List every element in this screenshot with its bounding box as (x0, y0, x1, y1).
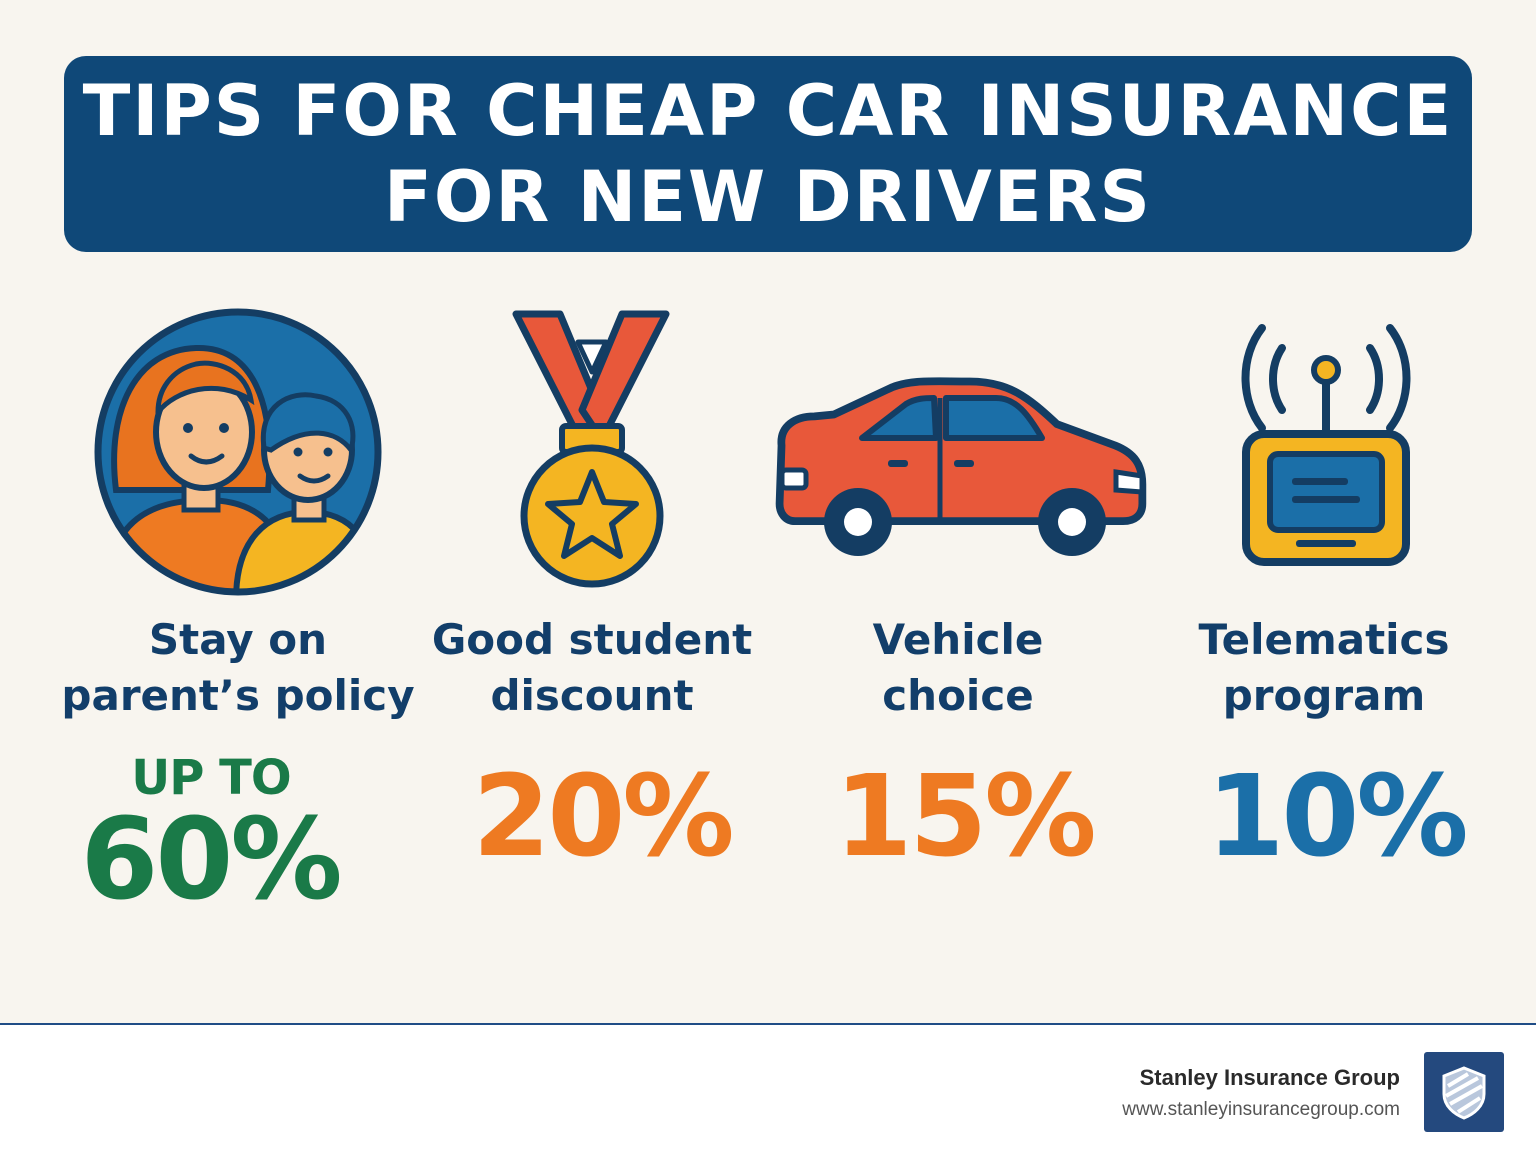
tip-telematics: Telematics program 10% (1132, 300, 1516, 980)
tip-good-student: Good student discount 20% (400, 300, 784, 980)
footer: Stanley Insurance Group www.stanleyinsur… (0, 1025, 1536, 1154)
discount-prefix: UP TO (131, 750, 291, 806)
company-url[interactable]: www.stanleyinsurancegroup.com (1122, 1099, 1400, 1120)
discount-value: 15% (834, 752, 1096, 882)
tip-label-line-1: Vehicle (872, 615, 1044, 664)
tip-parent-policy: Stay on parent’s policy UP TO 60% (46, 300, 430, 980)
company-name: Stanley Insurance Group (1139, 1065, 1400, 1090)
medal-icon (400, 300, 784, 600)
title-line-1: TIPS FOR CHEAP CAR INSURANCE (82, 70, 1454, 152)
tip-label-line-1: Good student (431, 615, 753, 664)
tip-label-line-1: Telematics (1198, 615, 1450, 664)
tip-label-line-2: parent’s policy (61, 671, 415, 720)
parent-child-icon (46, 300, 430, 600)
car-icon (766, 300, 1150, 600)
tip-label-line-2: discount (490, 671, 694, 720)
tip-label-line-2: choice (882, 671, 1034, 720)
tip-vehicle-choice: Vehicle choice 15% (766, 300, 1150, 980)
discount-value: 10% (1206, 752, 1468, 882)
title-line-2: FOR NEW DRIVERS (384, 156, 1152, 238)
tip-label-line-1: Stay on (148, 615, 328, 664)
tip-label: Good student discount (400, 612, 784, 724)
tip-label: Vehicle choice (766, 612, 1150, 724)
title-banner: TIPS FOR CHEAP CAR INSURANCE FOR NEW DRI… (64, 56, 1472, 252)
tip-label-line-2: program (1222, 671, 1426, 720)
shield-icon (1424, 1052, 1504, 1132)
tip-label: Stay on parent’s policy (46, 612, 430, 724)
telematics-device-icon (1132, 300, 1516, 600)
discount-value: 60% (80, 795, 342, 925)
footer-divider (0, 1023, 1536, 1025)
discount-value: 20% (472, 752, 734, 882)
tip-label: Telematics program (1132, 612, 1516, 724)
